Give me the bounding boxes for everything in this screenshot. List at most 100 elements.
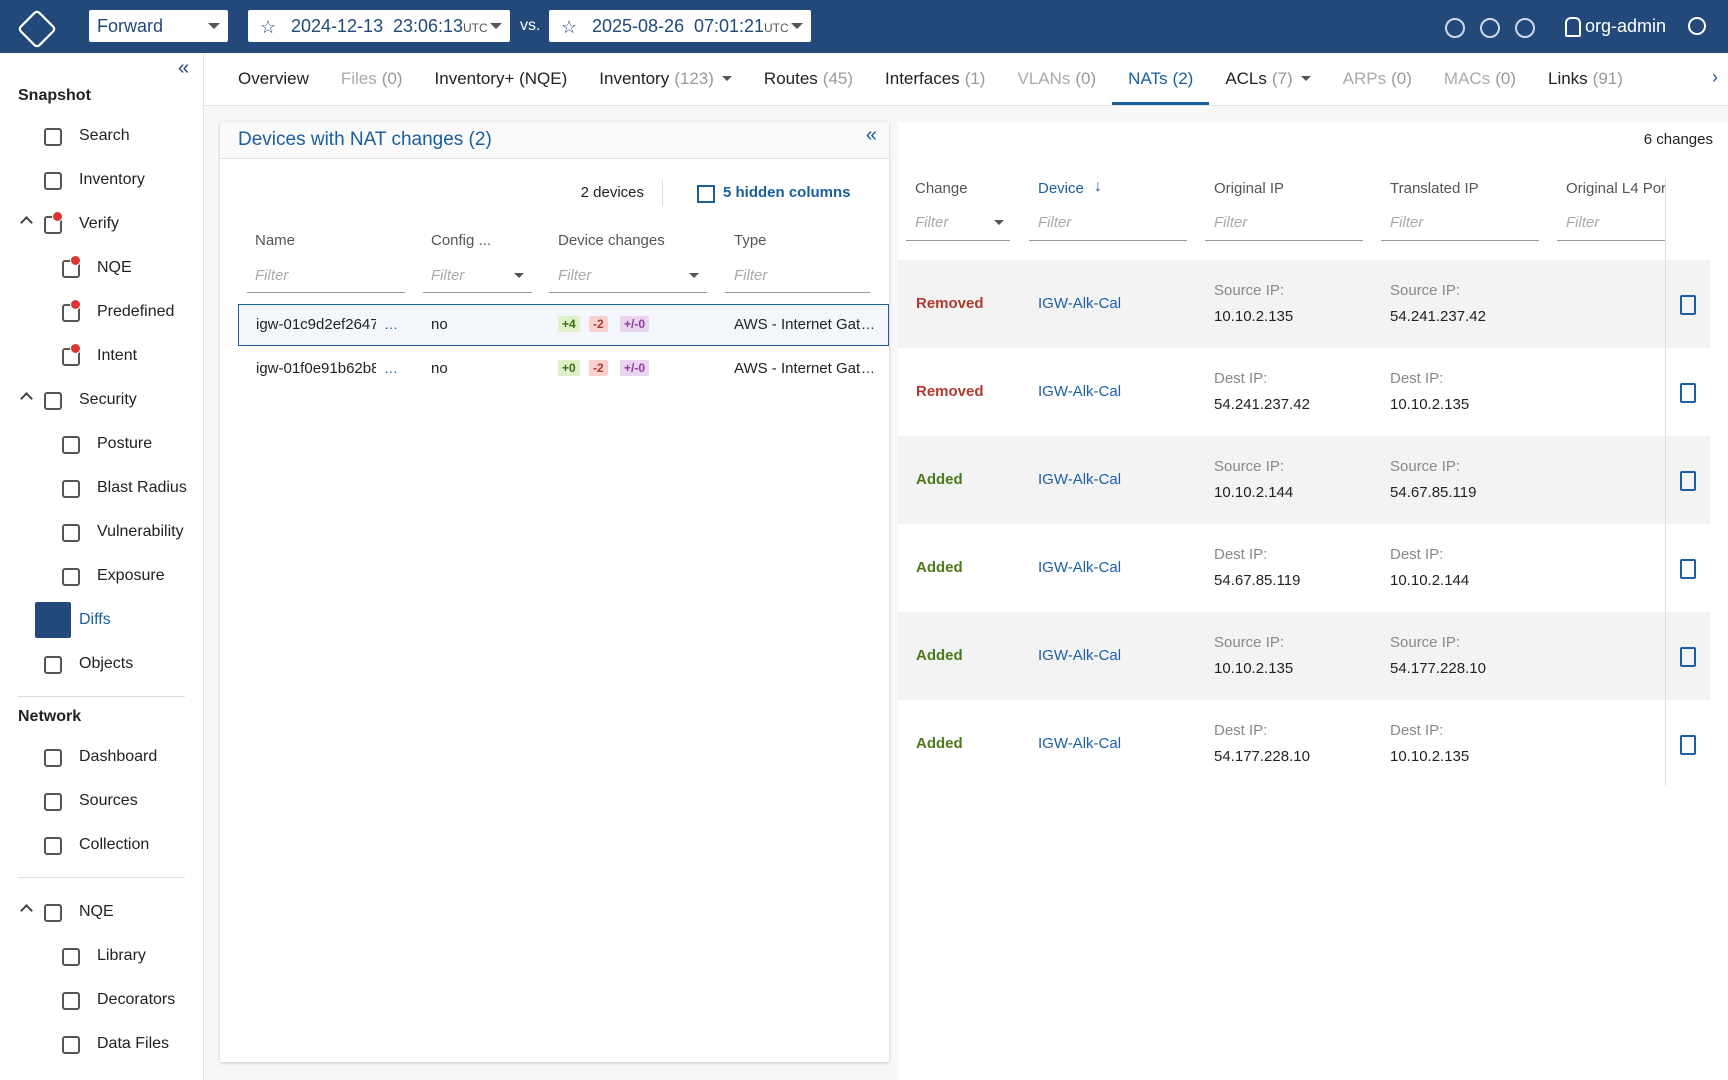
- ip-label: Source IP:: [1390, 458, 1461, 475]
- expander[interactable]: [20, 216, 33, 229]
- divider: [18, 877, 185, 878]
- workspace-select[interactable]: Forward: [89, 10, 228, 42]
- tab-scroll[interactable]: ›: [1712, 67, 1718, 87]
- collapse-button[interactable]: «: [178, 57, 190, 79]
- nav-item[interactable]: Verify: [79, 215, 120, 232]
- tab[interactable]: Overview: [238, 53, 309, 105]
- nav-item[interactable]: Decorators: [97, 991, 176, 1008]
- nav-item[interactable]: Posture: [97, 435, 153, 452]
- nav-item[interactable]: Blast Radius: [97, 479, 187, 496]
- user-name[interactable]: org-admin: [1585, 16, 1667, 36]
- caret: [1300, 76, 1311, 86]
- filter-placeholder[interactable]: Filter: [915, 214, 949, 231]
- file-icon[interactable]: [1680, 383, 1696, 403]
- table-row[interactable]: [898, 612, 1710, 700]
- tab[interactable]: ACLs (7): [1225, 53, 1311, 105]
- tab[interactable]: Interfaces (1): [885, 53, 985, 105]
- tab[interactable]: VLANs (0): [1017, 53, 1096, 105]
- power-icon[interactable]: [1688, 17, 1706, 35]
- icon[interactable]: [1445, 18, 1465, 38]
- nav-icon: [44, 749, 62, 767]
- user-icon: [1565, 17, 1581, 37]
- expander[interactable]: [20, 392, 33, 405]
- nav-item[interactable]: Search: [79, 127, 130, 144]
- tab[interactable]: NATs (2): [1112, 53, 1210, 105]
- filter-placeholder[interactable]: Filter: [1214, 214, 1248, 231]
- tab[interactable]: ARPs (0): [1343, 53, 1412, 105]
- filter-placeholder[interactable]: Filter: [1566, 214, 1600, 231]
- expander[interactable]: [20, 904, 33, 917]
- table-row[interactable]: [898, 700, 1710, 788]
- filter-placeholder[interactable]: Filter: [558, 267, 592, 284]
- device-count: 2 devices: [580, 184, 644, 201]
- nav-item[interactable]: NQE: [97, 259, 132, 276]
- column-header[interactable]: Original L4 Por: [1566, 180, 1665, 197]
- column-header[interactable]: Device: [1038, 180, 1084, 197]
- tab-label: Routes: [763, 69, 818, 88]
- caret: [208, 23, 220, 35]
- table-row[interactable]: [898, 260, 1710, 348]
- table-row[interactable]: [898, 436, 1710, 524]
- device-link[interactable]: IGW-Alk-Cal: [1038, 383, 1122, 400]
- file-icon[interactable]: [1680, 559, 1696, 579]
- nav-item[interactable]: Exposure: [97, 567, 165, 584]
- column-header[interactable]: Translated IP: [1390, 180, 1479, 197]
- nav-item[interactable]: Inventory: [79, 171, 145, 188]
- snapshot-time: 07:01:21: [694, 16, 765, 36]
- tab[interactable]: Inventory+ (NQE): [435, 53, 568, 105]
- table-row[interactable]: [898, 524, 1710, 612]
- nav-item[interactable]: Predefined: [97, 303, 175, 320]
- nav-item[interactable]: Library: [97, 947, 146, 964]
- nav-item[interactable]: Sources: [79, 792, 138, 809]
- tab[interactable]: Routes (45): [764, 53, 853, 105]
- filter-placeholder[interactable]: Filter: [255, 267, 289, 284]
- tab-count: (0): [1391, 69, 1412, 88]
- device-link[interactable]: IGW-Alk-Cal: [1038, 735, 1122, 752]
- device-link[interactable]: IGW-Alk-Cal: [1038, 295, 1122, 312]
- nav-item[interactable]: Intent: [97, 347, 138, 364]
- sort-arrow: ↓: [1094, 178, 1102, 195]
- file-icon[interactable]: [1680, 647, 1696, 667]
- table-row[interactable]: [898, 348, 1710, 436]
- nav-item[interactable]: Dashboard: [79, 748, 158, 765]
- tab-count: (45): [822, 69, 854, 88]
- tab[interactable]: Files (0): [341, 53, 403, 105]
- snapshot-select[interactable]: ☆ 2024-12-13 23:06:13 UTC: [248, 10, 510, 42]
- ip-value: 54.67.85.119: [1390, 484, 1477, 501]
- nav-item[interactable]: Collection: [79, 836, 150, 853]
- icon[interactable]: [1480, 18, 1500, 38]
- collapse-button[interactable]: «: [865, 124, 877, 146]
- snapshot-select[interactable]: ☆ 2025-08-26 07:01:21 UTC: [549, 10, 811, 42]
- tab[interactable]: MACs (0): [1444, 53, 1516, 105]
- header: Forward ☆ 2024-12-13 23:06:13 UTC ☆ 2025-08-26…: [0, 0, 1728, 53]
- file-icon[interactable]: [1680, 471, 1696, 491]
- icon[interactable]: [1515, 18, 1535, 38]
- nav-icon: [62, 992, 80, 1010]
- nav-item[interactable]: Objects: [79, 655, 134, 672]
- tab[interactable]: Inventory (123): [599, 53, 732, 105]
- ip-label: Source IP:: [1214, 282, 1285, 299]
- nav-item[interactable]: NQE: [79, 903, 114, 920]
- device-name[interactable]: igw-01c9d2ef2647: [256, 316, 376, 333]
- tab-label: VLANs: [1017, 69, 1071, 88]
- filter-placeholder[interactable]: Filter: [734, 267, 768, 284]
- filter-placeholder[interactable]: Filter: [1390, 214, 1424, 231]
- filter-placeholder[interactable]: Filter: [1038, 214, 1072, 231]
- device-link[interactable]: IGW-Alk-Cal: [1038, 647, 1122, 664]
- column-header[interactable]: Original IP: [1214, 180, 1285, 197]
- nav-item[interactable]: Security: [79, 391, 137, 408]
- device-name[interactable]: igw-01f0e91b62b8: [256, 360, 376, 377]
- hidden-columns[interactable]: 5 hidden columns: [723, 184, 851, 201]
- nav-item[interactable]: Vulnerability: [97, 523, 184, 540]
- device-link[interactable]: IGW-Alk-Cal: [1038, 471, 1122, 488]
- filter-placeholder[interactable]: Filter: [431, 267, 465, 284]
- nav-item[interactable]: Data Files: [97, 1035, 170, 1052]
- tab[interactable]: Links (91): [1548, 53, 1623, 105]
- ip-value: 10.10.2.144: [1214, 484, 1294, 501]
- file-icon[interactable]: [1680, 295, 1696, 315]
- nav-item[interactable]: Diffs: [79, 611, 111, 628]
- device-link[interactable]: IGW-Alk-Cal: [1038, 559, 1122, 576]
- file-icon[interactable]: [1680, 735, 1696, 755]
- column-header[interactable]: Change: [915, 180, 968, 197]
